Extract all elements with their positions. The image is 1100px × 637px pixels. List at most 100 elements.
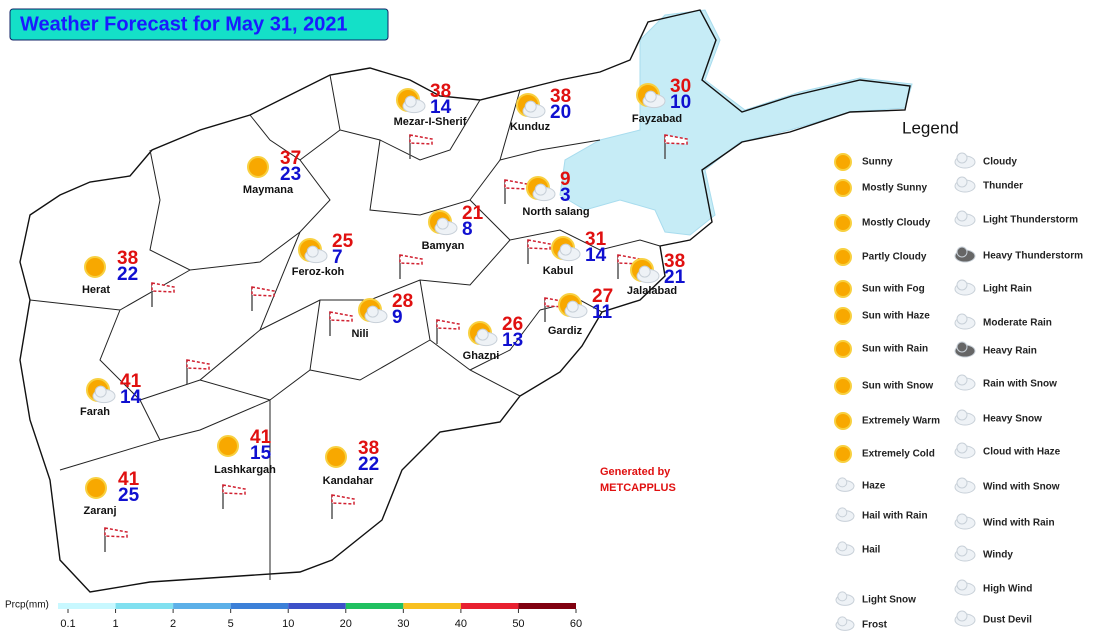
- legend-label: Haze: [862, 481, 886, 492]
- city-max: 38: [117, 248, 138, 269]
- legend-label: High Wind: [983, 584, 1032, 595]
- precip-swatch: [518, 603, 576, 609]
- city-name: Zaranj: [83, 505, 116, 517]
- windsock: [399, 254, 423, 265]
- city-name: Lashkargah: [214, 464, 276, 476]
- cloud-icon: [476, 328, 489, 341]
- cloud-icon: [94, 385, 107, 398]
- legend-label: Sun with Snow: [862, 381, 933, 392]
- windsock: [436, 319, 460, 330]
- legend-title: Legend: [902, 118, 959, 137]
- city-min: 21: [664, 267, 686, 288]
- city-min: 23: [280, 164, 301, 185]
- windsock: [504, 179, 528, 190]
- sun-icon: [84, 256, 106, 278]
- cloud-icon: [956, 279, 968, 291]
- city-max: 38: [358, 438, 379, 459]
- legend-label: Sun with Rain: [862, 344, 928, 355]
- legend-label: Heavy Thunderstorm: [983, 251, 1083, 262]
- sun-icon: [834, 179, 852, 197]
- legend-label: Moderate Rain: [983, 318, 1052, 329]
- windsock: [329, 311, 353, 322]
- precip-swatch: [345, 603, 404, 609]
- cloud-icon: [956, 610, 968, 622]
- city-name: Kandahar: [323, 475, 374, 487]
- city-name: Feroz-koh: [292, 266, 345, 278]
- cloud-icon: [837, 541, 848, 552]
- legend-label: Extremely Cold: [862, 449, 935, 460]
- cloud-icon: [837, 616, 848, 627]
- legend-label: Light Rain: [983, 284, 1032, 295]
- city-min: 3: [560, 185, 571, 206]
- cloud-icon: [956, 341, 968, 353]
- sun-icon: [217, 435, 239, 457]
- city-name: Mezar-I-Sherif: [394, 116, 467, 128]
- windsock: [331, 494, 355, 505]
- precip-tick-label: 2: [170, 618, 176, 630]
- sun-icon: [834, 377, 852, 395]
- city-min: 13: [502, 330, 523, 351]
- cloud-icon: [837, 507, 848, 518]
- precip-swatch: [403, 603, 461, 609]
- city-min: 11: [592, 302, 613, 323]
- precip-swatch: [460, 603, 519, 609]
- legend-label: Windy: [983, 550, 1013, 561]
- legend-label: Extremely Warm: [862, 416, 940, 427]
- precip-tick-label: 0.1: [60, 618, 75, 630]
- legend-label: Heavy Snow: [983, 414, 1042, 425]
- cloud-icon: [366, 305, 379, 318]
- city-name: Farah: [80, 406, 110, 418]
- sun-icon: [834, 412, 852, 430]
- city-max: 25: [332, 231, 354, 252]
- city-min: 15: [250, 443, 272, 464]
- cloud-icon: [956, 477, 968, 489]
- legend-label: Light Thunderstorm: [983, 215, 1078, 226]
- cloud-icon: [837, 591, 848, 602]
- city-max: 21: [462, 203, 484, 224]
- city-name: North salang: [522, 206, 589, 218]
- cloud-icon: [436, 217, 449, 230]
- legend-label: Hail with Rain: [862, 511, 928, 522]
- city-min: 10: [670, 92, 691, 113]
- precip-swatch: [173, 603, 231, 609]
- cloud-icon: [956, 152, 968, 164]
- legend-label: Sun with Haze: [862, 311, 930, 322]
- legend-label: Mostly Cloudy: [862, 218, 931, 229]
- city-max: 30: [670, 76, 691, 97]
- city-max: 41: [118, 469, 140, 490]
- city-name: Bamyan: [422, 240, 465, 252]
- city-max: 41: [250, 427, 272, 448]
- legend-label: Rain with Snow: [983, 379, 1057, 390]
- windsock: [409, 134, 433, 145]
- cloud-icon: [956, 176, 968, 188]
- sun-icon: [834, 214, 852, 232]
- cloud-icon: [956, 442, 968, 454]
- city-max: 9: [560, 169, 571, 190]
- windsock: [527, 239, 551, 250]
- cloud-icon: [644, 90, 657, 103]
- cloud-icon: [559, 243, 572, 256]
- precip-tick-label: 40: [455, 618, 467, 630]
- city-max: 26: [502, 314, 523, 335]
- sun-icon: [834, 153, 852, 171]
- city-name: Gardiz: [548, 325, 583, 337]
- city-min: 22: [117, 264, 138, 285]
- city-min: 14: [120, 387, 142, 408]
- city-max: 38: [550, 86, 571, 107]
- cloud-icon: [956, 374, 968, 386]
- city-min: 25: [118, 485, 140, 506]
- country-outline: [19, 9, 911, 593]
- sun-icon: [85, 477, 107, 499]
- legend-label: Cloudy: [983, 157, 1017, 168]
- cloud-icon: [956, 409, 968, 421]
- city-min: 22: [358, 454, 379, 475]
- precip-tick-label: 30: [397, 618, 409, 630]
- city-name: Maymana: [243, 184, 294, 196]
- legend-label: Dust Devil: [983, 615, 1032, 626]
- city-min: 9: [392, 307, 403, 328]
- sun-icon: [834, 248, 852, 266]
- legend-label: Sun with Fog: [862, 284, 925, 295]
- credit: METCAPPLUS: [600, 482, 676, 494]
- windsock: [186, 359, 210, 370]
